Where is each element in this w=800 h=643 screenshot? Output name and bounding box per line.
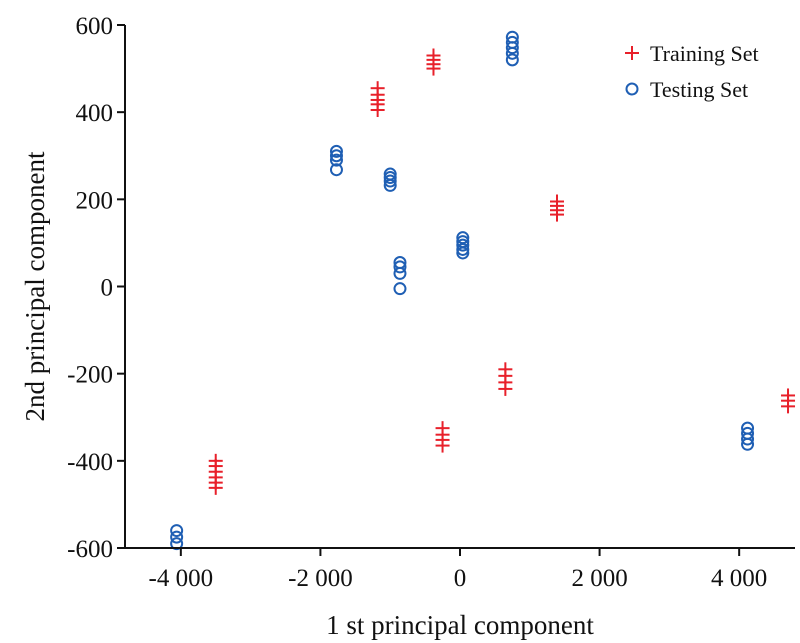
- training-point: [208, 480, 223, 495]
- x-tick-label: -4 000: [149, 565, 214, 592]
- training-point: [498, 381, 513, 396]
- testing-point: [170, 537, 184, 551]
- testing-point: [329, 153, 343, 167]
- y-tick-label: 600: [76, 13, 114, 40]
- testing-point: [393, 260, 407, 274]
- x-tick-label: 4 000: [711, 565, 767, 592]
- legend-circle-marker: [625, 82, 639, 96]
- testing-point: [505, 53, 519, 67]
- testing-point: [505, 46, 519, 60]
- legend-label-training: Training Set: [650, 41, 759, 66]
- testing-point: [329, 144, 343, 158]
- legend: Training Set Testing Set: [625, 41, 759, 102]
- testing-point: [456, 238, 470, 252]
- testing-point: [383, 171, 397, 185]
- testing-point: [170, 530, 184, 544]
- legend-plus-shape: [625, 46, 639, 60]
- training-point: [426, 61, 441, 76]
- y-axis-label: 2nd principal component: [20, 151, 50, 421]
- testing-point: [170, 524, 184, 538]
- y-axis-ticks: -600 -400 -200 0 200 400 600: [67, 13, 125, 563]
- testing-point: [456, 242, 470, 256]
- y-tick-label: 0: [101, 275, 114, 302]
- legend-plus-marker: [625, 46, 639, 60]
- x-tick-label: 2 000: [571, 565, 627, 592]
- y-tick-label: 200: [76, 187, 114, 214]
- testing-point: [505, 41, 519, 55]
- y-tick-label: -200: [67, 362, 113, 389]
- testing-point: [456, 246, 470, 260]
- testing-point: [741, 432, 755, 446]
- testing-point: [383, 178, 397, 192]
- x-tick-label: -2 000: [288, 565, 353, 592]
- testing-point: [393, 266, 407, 280]
- training-point: [550, 207, 565, 222]
- y-tick-label: -600: [67, 536, 113, 563]
- x-axis-label: 1 st principal component: [326, 610, 594, 640]
- legend-item-testing: Testing Set: [625, 77, 748, 102]
- training-point: [370, 102, 385, 117]
- training-point: [435, 438, 450, 453]
- x-tick-label: 0: [454, 565, 467, 592]
- x-axis-ticks: -4 000 -2 000 0 2 000 4 000: [149, 548, 767, 592]
- testing-point: [393, 282, 407, 296]
- y-tick-label: -400: [67, 449, 113, 476]
- plot-marks: [170, 30, 796, 551]
- testing-point: [329, 149, 343, 163]
- testing-point: [383, 174, 397, 188]
- legend-item-training: Training Set: [625, 41, 759, 66]
- testing-point: [329, 163, 343, 177]
- y-tick-label: 400: [76, 100, 114, 127]
- legend-label-testing: Testing Set: [650, 77, 748, 102]
- training-point: [781, 399, 796, 414]
- testing-point: [741, 437, 755, 451]
- legend-circle-shape: [625, 82, 639, 96]
